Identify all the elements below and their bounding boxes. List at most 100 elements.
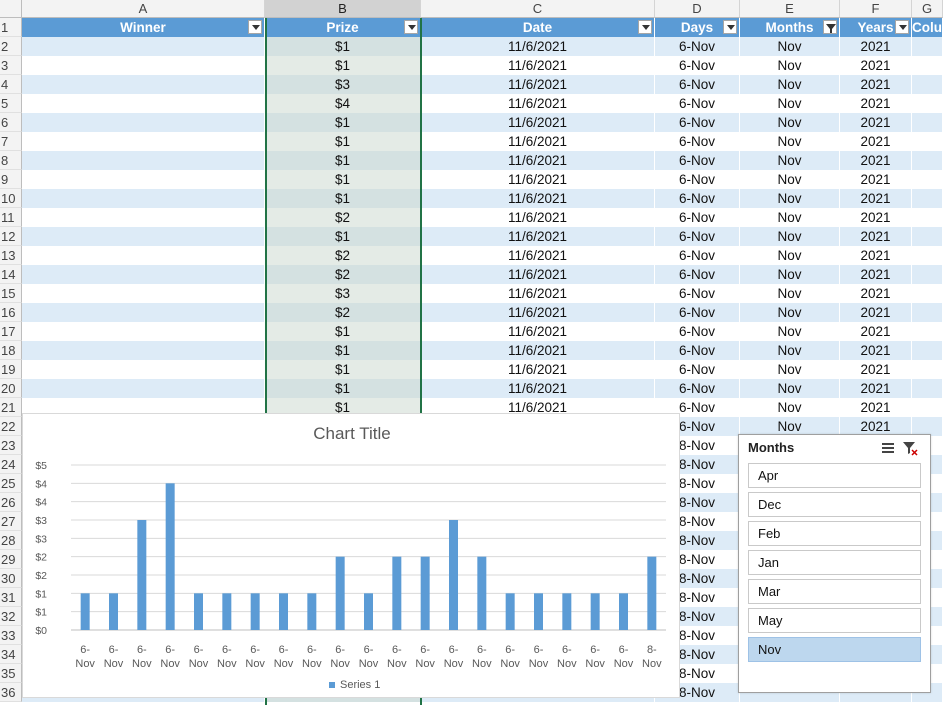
row-header[interactable]: 29	[0, 550, 22, 569]
cell-extra[interactable]	[912, 56, 943, 75]
cell-winner[interactable]	[22, 132, 265, 151]
cell-date[interactable]: 11/6/2021	[421, 398, 655, 417]
cell-months[interactable]: Nov	[740, 227, 840, 246]
cell-years[interactable]: 2021	[840, 379, 912, 398]
select-all-corner[interactable]	[0, 0, 22, 18]
chart-legend[interactable]: Series 1	[329, 679, 380, 691]
row-header[interactable]: 21	[0, 398, 22, 417]
cell-days[interactable]: 6-Nov	[655, 56, 740, 75]
cell-extra[interactable]	[912, 360, 943, 379]
cell-months[interactable]: Nov	[740, 360, 840, 379]
cell-months[interactable]: Nov	[740, 379, 840, 398]
cell-date[interactable]: 11/6/2021	[421, 113, 655, 132]
cell-prize[interactable]: $2	[265, 246, 421, 265]
cell-months[interactable]: Nov	[740, 322, 840, 341]
cell-date[interactable]: 11/6/2021	[421, 379, 655, 398]
cell-years[interactable]: 2021	[840, 227, 912, 246]
row-header[interactable]: 16	[0, 303, 22, 322]
cell-months[interactable]: Nov	[740, 151, 840, 170]
cell-winner[interactable]	[22, 303, 265, 322]
cell-date[interactable]: 11/6/2021	[421, 322, 655, 341]
cell-days[interactable]: 6-Nov	[655, 189, 740, 208]
cell-days[interactable]: 6-Nov	[655, 341, 740, 360]
cell-extra[interactable]	[912, 265, 943, 284]
cell-date[interactable]: 11/6/2021	[421, 94, 655, 113]
row-header[interactable]: 13	[0, 246, 22, 265]
cell-months[interactable]: Nov	[740, 56, 840, 75]
column-header-g[interactable]: G	[912, 0, 943, 18]
cell-prize[interactable]: $2	[265, 208, 421, 227]
cell-extra[interactable]	[912, 170, 943, 189]
row-header[interactable]: 31	[0, 588, 22, 607]
cell-days[interactable]: 6-Nov	[655, 113, 740, 132]
filter-dropdown-button[interactable]	[895, 20, 909, 34]
cell-date[interactable]: 11/6/2021	[421, 227, 655, 246]
row-header[interactable]: 2	[0, 37, 22, 56]
slicer-item-dec[interactable]: Dec	[748, 492, 921, 517]
cell-winner[interactable]	[22, 265, 265, 284]
row-header[interactable]: 34	[0, 645, 22, 664]
cell-months[interactable]: Nov	[740, 189, 840, 208]
column-header-c[interactable]: C	[421, 0, 655, 18]
cell-winner[interactable]	[22, 322, 265, 341]
cell-extra[interactable]	[912, 398, 943, 417]
cell-prize[interactable]: $3	[265, 284, 421, 303]
slicer-item-feb[interactable]: Feb	[748, 521, 921, 546]
cell-winner[interactable]	[22, 341, 265, 360]
row-header[interactable]: 4	[0, 75, 22, 94]
cell-years[interactable]: 2021	[840, 113, 912, 132]
cell-date[interactable]: 11/6/2021	[421, 75, 655, 94]
cell-months[interactable]: Nov	[740, 417, 840, 436]
cell-extra[interactable]	[912, 37, 943, 56]
multi-select-icon[interactable]	[880, 440, 896, 456]
cell-date[interactable]: 11/6/2021	[421, 265, 655, 284]
cell-winner[interactable]	[22, 94, 265, 113]
cell-prize[interactable]: $1	[265, 379, 421, 398]
cell-months[interactable]: Nov	[740, 341, 840, 360]
cell-prize[interactable]: $1	[265, 113, 421, 132]
cell-prize[interactable]: $4	[265, 94, 421, 113]
cell-date[interactable]: 11/6/2021	[421, 208, 655, 227]
slicer-item-nov[interactable]: Nov	[748, 637, 921, 662]
row-header[interactable]: 27	[0, 512, 22, 531]
cell-prize[interactable]: $1	[265, 360, 421, 379]
column-header-a[interactable]: A	[22, 0, 265, 18]
cell-winner[interactable]	[22, 379, 265, 398]
cell-extra[interactable]	[912, 75, 943, 94]
cell-years[interactable]: 2021	[840, 322, 912, 341]
cell-days[interactable]: 6-Nov	[655, 265, 740, 284]
cell-winner[interactable]	[22, 75, 265, 94]
filter-applied-button[interactable]	[823, 20, 837, 34]
header-extra[interactable]: Colu	[912, 18, 943, 37]
cell-date[interactable]: 11/6/2021	[421, 56, 655, 75]
cell-days[interactable]: 6-Nov	[655, 170, 740, 189]
cell-years[interactable]: 2021	[840, 208, 912, 227]
cell-extra[interactable]	[912, 341, 943, 360]
row-header[interactable]: 5	[0, 94, 22, 113]
row-header[interactable]: 14	[0, 265, 22, 284]
cell-months[interactable]: Nov	[740, 303, 840, 322]
row-header[interactable]: 33	[0, 626, 22, 645]
cell-prize[interactable]: $1	[265, 341, 421, 360]
cell-months[interactable]: Nov	[740, 246, 840, 265]
cell-winner[interactable]	[22, 189, 265, 208]
cell-days[interactable]: 6-Nov	[655, 37, 740, 56]
row-header[interactable]: 17	[0, 322, 22, 341]
clear-filter-icon[interactable]	[902, 440, 918, 456]
cell-years[interactable]: 2021	[840, 189, 912, 208]
cell-date[interactable]: 11/6/2021	[421, 360, 655, 379]
cell-months[interactable]: Nov	[740, 113, 840, 132]
header-winner[interactable]: Winner	[22, 18, 265, 37]
cell-months[interactable]: Nov	[740, 94, 840, 113]
cell-extra[interactable]	[912, 322, 943, 341]
cell-winner[interactable]	[22, 151, 265, 170]
cell-prize[interactable]: $1	[265, 227, 421, 246]
row-header[interactable]: 8	[0, 151, 22, 170]
slicer-item-mar[interactable]: Mar	[748, 579, 921, 604]
cell-prize[interactable]: $1	[265, 398, 421, 417]
cell-winner[interactable]	[22, 360, 265, 379]
cell-winner[interactable]	[22, 227, 265, 246]
cell-prize[interactable]: $1	[265, 170, 421, 189]
row-header[interactable]: 24	[0, 455, 22, 474]
cell-extra[interactable]	[912, 208, 943, 227]
